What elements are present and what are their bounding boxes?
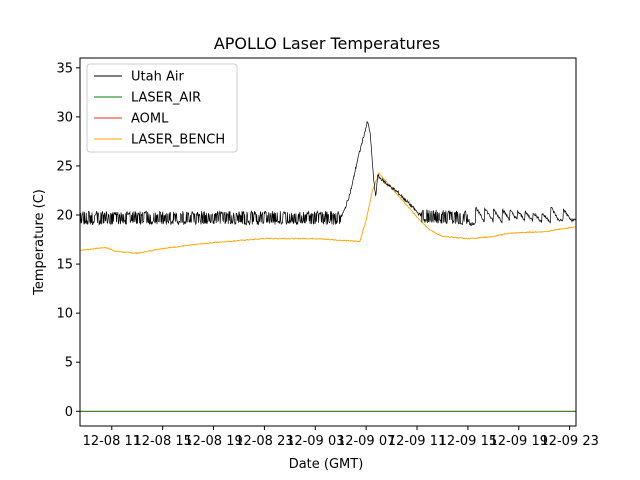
- legend-label: AOML: [131, 112, 169, 127]
- x-tick-label: 12-09 19: [490, 434, 548, 449]
- plot-area: [80, 121, 576, 412]
- legend-label: Utah Air: [131, 70, 184, 85]
- x-tick-label: 12-08 23: [235, 434, 293, 449]
- y-tick-label: 5: [65, 356, 73, 371]
- y-tick-label: 25: [56, 159, 73, 174]
- utah-air-line: [80, 121, 576, 226]
- chart-title: APOLLO Laser Temperatures: [214, 34, 440, 53]
- x-tick-label: 12-08 15: [133, 434, 191, 449]
- legend: Utah Air LASER_AIR AOML LASER_BENCH: [86, 63, 238, 153]
- y-tick-label: 0: [65, 405, 73, 420]
- legend-label: LASER_BENCH: [131, 133, 225, 148]
- x-tick-label: 12-09 07: [337, 434, 395, 449]
- x-tick-label: 12-08 19: [184, 434, 242, 449]
- y-axis-label: Temperature (C): [32, 189, 47, 296]
- x-tick-label: 12-09 23: [540, 434, 598, 449]
- y-tick-label: 35: [56, 61, 73, 76]
- laser-bench-line: [80, 171, 576, 255]
- y-tick-label: 15: [56, 258, 73, 273]
- legend-box: [86, 63, 238, 153]
- y-tick-label: 30: [56, 110, 73, 125]
- legend-label: LASER_AIR: [131, 91, 201, 106]
- x-tick-label: 12-09 15: [439, 434, 497, 449]
- y-tick-label: 20: [56, 209, 73, 224]
- x-tick-label: 12-09 03: [286, 434, 344, 449]
- x-tick-label: 12-09 11: [388, 434, 446, 449]
- y-axis: 0 5 10 15 20 25 30 35: [56, 61, 80, 420]
- x-axis-label: Date (GMT): [289, 457, 364, 472]
- y-tick-label: 10: [56, 307, 73, 322]
- x-tick-label: 12-08 11: [83, 434, 141, 449]
- axes-frame: [79, 57, 577, 427]
